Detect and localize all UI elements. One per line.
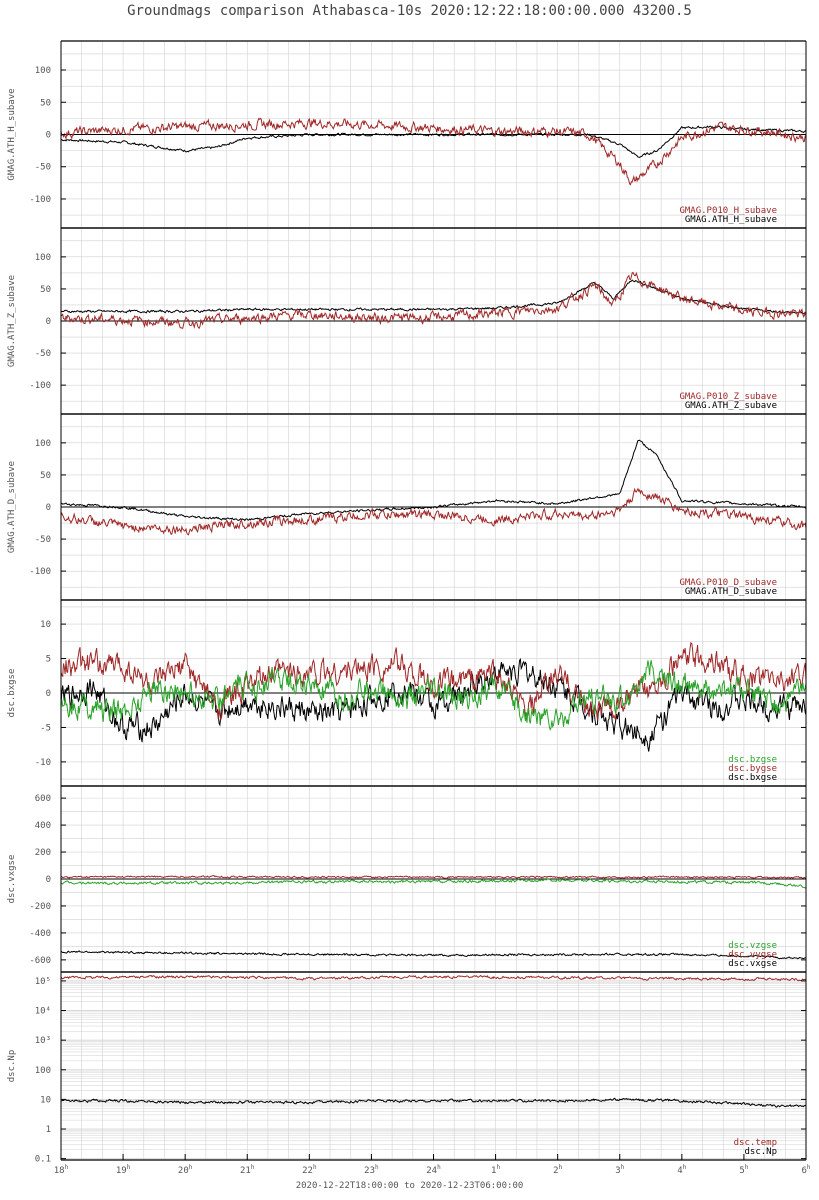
series-line-GMAG.P010_D_subave — [60, 487, 807, 536]
y-tick-label: -100 — [29, 381, 51, 391]
y-tick-label: 0 — [46, 689, 51, 699]
y-tick-label: -50 — [35, 163, 51, 173]
x-tick-label: 22h — [302, 1164, 317, 1176]
y-tick-label: 100 — [35, 66, 51, 76]
y-tick-label: 0 — [46, 503, 51, 513]
x-tick-label: 20h — [178, 1164, 193, 1176]
y-tick-label: -100 — [29, 567, 51, 577]
series-line-dsc.vxgse — [60, 950, 806, 960]
y-tick-label: 50 — [40, 471, 51, 481]
x-tick-label: 6h — [801, 1164, 810, 1176]
y-tick-label: 100 — [35, 253, 51, 263]
series-line-GMAG.P010_Z_subave — [60, 271, 807, 329]
y-tick-label: 200 — [35, 848, 51, 858]
x-tick-label: 1h — [491, 1164, 500, 1176]
legend-entry: dsc.vzgse — [728, 941, 777, 951]
y-tick-label: 50 — [40, 285, 51, 295]
y-tick-label: 5 — [46, 655, 51, 665]
legend-entry: GMAG.ATH_Z_subave — [685, 401, 777, 411]
x-tick-label: 4h — [677, 1164, 686, 1176]
legend-entry: GMAG.P010_H_subave — [679, 206, 777, 216]
series-line-dsc.bygse — [60, 641, 807, 722]
series-line-dsc.Np — [60, 1097, 807, 1108]
legend-entry: dsc.bzgse — [728, 755, 777, 765]
y-tick-label: 0 — [46, 875, 51, 885]
y-tick-label: 10 — [40, 620, 51, 630]
series-line-GMAG.P010_H_subave — [60, 117, 807, 186]
series-line-dsc.temp — [60, 974, 807, 982]
legend-entry: dsc.Np — [744, 1147, 777, 1157]
y-tick-label: 600 — [35, 794, 51, 804]
y-tick-label: -600 — [29, 956, 51, 966]
series-line-GMAG.ATH_D_subave — [60, 439, 807, 522]
legend-entry: GMAG.ATH_H_subave — [685, 215, 777, 225]
x-tick-label: 23h — [364, 1164, 379, 1176]
y-tick-label: -50 — [35, 535, 51, 545]
y-tick-label: 100 — [35, 1066, 51, 1076]
legend-entry: dsc.temp — [734, 1138, 777, 1148]
y-tick-label: 0 — [46, 317, 51, 327]
y-tick-label: 0 — [46, 131, 51, 141]
y-tick-label: 10⁴ — [35, 1007, 51, 1017]
y-axis-label: GMAG.ATH_Z_subave — [7, 275, 17, 367]
legend-entry: dsc.vxgse — [728, 959, 777, 969]
chart-title: Groundmags comparison Athabasca-10s 2020… — [127, 3, 692, 19]
y-tick-label: -100 — [29, 195, 51, 205]
y-tick-label: 0.1 — [35, 1155, 51, 1165]
y-axis-label: dsc.bxgse — [7, 669, 17, 718]
x-range-label: 2020-12-22T18:00:00 to 2020-12-23T06:00:… — [295, 1181, 524, 1191]
y-tick-label: 50 — [40, 98, 51, 108]
x-tick-label: 21h — [240, 1164, 255, 1176]
legend-entry: GMAG.ATH_D_subave — [685, 587, 777, 597]
x-tick-label: 24h — [426, 1164, 441, 1176]
x-tick-label: 2h — [553, 1164, 562, 1176]
y-axis-label: dsc.Np — [7, 1050, 17, 1083]
series-line-dsc.vygse — [60, 875, 807, 879]
series-line-dsc.vzgse — [60, 878, 807, 889]
y-axis-label: GMAG.ATH_D_subave — [7, 461, 17, 553]
legend-entry: GMAG.P010_Z_subave — [679, 392, 777, 402]
x-tick-label: 5h — [739, 1164, 748, 1176]
y-tick-label: -5 — [40, 723, 51, 733]
x-tick-label: 18h — [54, 1164, 69, 1176]
legend-entry: dsc.vygse — [728, 950, 777, 960]
y-tick-label: 10⁵ — [35, 977, 51, 987]
x-tick-label: 3h — [615, 1164, 624, 1176]
y-tick-label: -10 — [35, 758, 51, 768]
series-line-dsc.bzgse — [60, 660, 807, 731]
y-tick-label: 1 — [46, 1125, 51, 1135]
y-axis-label: GMAG.ATH_H_subave — [7, 88, 17, 180]
y-axis-label: dsc.vxgse — [7, 855, 17, 904]
legend-entry: dsc.bygse — [728, 764, 777, 774]
y-tick-label: -200 — [29, 902, 51, 912]
y-tick-label: -50 — [35, 349, 51, 359]
y-tick-label: 400 — [35, 821, 51, 831]
y-tick-label: 100 — [35, 439, 51, 449]
series-line-GMAG.ATH_H_subave — [60, 125, 807, 158]
y-tick-label: -400 — [29, 929, 51, 939]
x-tick-label: 19h — [116, 1164, 131, 1176]
legend-entry: dsc.bxgse — [728, 773, 777, 783]
y-tick-label: 10³ — [35, 1036, 51, 1046]
y-tick-label: 10 — [40, 1095, 51, 1105]
legend-entry: GMAG.P010_D_subave — [679, 578, 777, 588]
